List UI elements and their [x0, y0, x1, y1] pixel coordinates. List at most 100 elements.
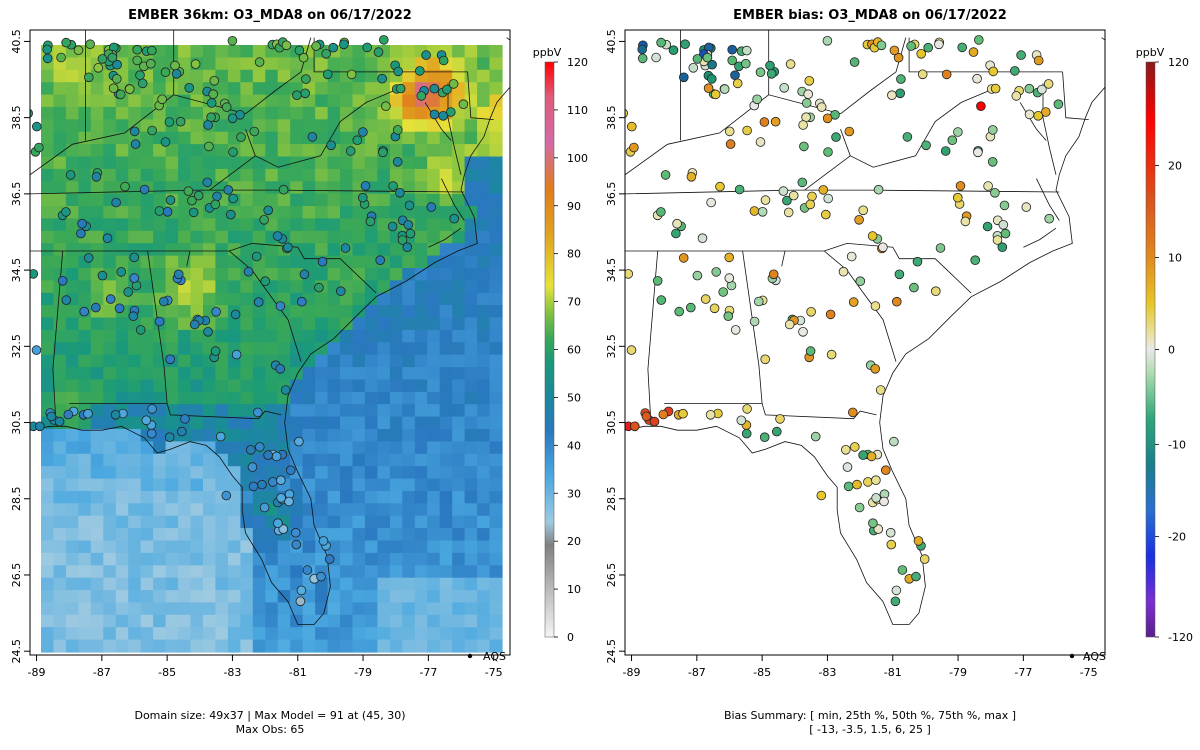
model-grid-cell — [452, 342, 466, 356]
model-grid-cell — [240, 317, 254, 331]
model-grid-cell — [302, 280, 316, 294]
model-grid-cell — [65, 367, 79, 381]
model-grid-cell — [41, 94, 55, 108]
station-obs-dot — [210, 199, 221, 210]
station-bias-dot — [952, 192, 963, 203]
station-bias-dot — [637, 44, 647, 55]
model-grid-cell — [115, 528, 129, 542]
model-grid-cell — [252, 45, 266, 58]
model-grid-cell — [240, 565, 254, 579]
model-grid-cell — [327, 193, 341, 207]
model-grid-cell — [78, 478, 92, 492]
model-grid-cell — [352, 379, 366, 393]
model-grid-cell — [364, 230, 378, 244]
model-grid-cell — [389, 540, 403, 554]
model-grid-cell — [190, 268, 204, 281]
model-grid-cell — [439, 466, 453, 480]
station-bias-dot — [706, 197, 716, 208]
model-grid-cell — [439, 131, 453, 145]
station-bias-dot — [680, 39, 690, 49]
model-grid-cell — [364, 565, 378, 579]
station-obs-dot — [373, 47, 384, 57]
model-grid-cell — [153, 367, 167, 381]
station-obs-dot — [339, 39, 349, 50]
station-obs-dot — [231, 349, 242, 360]
colorbar-unit: ppbV — [1136, 46, 1165, 59]
station-bias-dot — [976, 101, 986, 111]
model-grid-cell — [53, 342, 67, 356]
model-grid-cell — [340, 627, 354, 641]
model-grid-cell — [277, 639, 291, 653]
model-grid-cell — [290, 255, 304, 269]
model-grid-cell — [41, 230, 55, 244]
model-grid-cell — [364, 317, 378, 331]
model-grid-cell — [315, 515, 329, 529]
model-grid-cell — [352, 577, 366, 591]
model-grid-cell — [165, 466, 179, 480]
station-bias-dot — [887, 90, 897, 100]
model-grid-cell — [464, 565, 478, 579]
model-grid-cell — [53, 230, 67, 244]
model-grid-cell — [178, 106, 192, 120]
model-grid-cell — [464, 156, 478, 170]
model-grid-cell — [240, 391, 254, 405]
model-grid-cell — [128, 292, 142, 306]
model-grid-cell — [489, 552, 503, 566]
station-bias-dot — [873, 524, 884, 534]
model-grid-cell — [203, 230, 217, 244]
model-grid-cell — [90, 119, 104, 133]
model-grid-cell — [364, 168, 378, 182]
model-grid-cell — [128, 106, 142, 120]
model-grid-cell — [377, 404, 391, 418]
station-bias-dot — [749, 316, 760, 327]
model-grid-cell — [315, 144, 329, 158]
model-grid-cell — [327, 329, 341, 343]
model-grid-cell — [477, 491, 491, 504]
model-grid-cell — [78, 94, 92, 108]
model-grid-cell — [140, 627, 154, 641]
station-bias-dot — [866, 451, 877, 462]
model-grid-cell — [190, 478, 204, 492]
model-grid-cell — [464, 627, 478, 641]
model-grid-cell — [414, 193, 428, 207]
model-grid-cell — [78, 528, 92, 542]
model-grid-cell — [290, 230, 304, 244]
model-grid-cell — [103, 453, 117, 467]
model-grid-cell — [489, 354, 503, 368]
model-grid-cell — [115, 317, 129, 331]
model-grid-cell — [489, 367, 503, 381]
model-grid-cell — [265, 218, 279, 232]
model-grid-cell — [240, 491, 254, 504]
bias-summary-header: Bias Summary: [ min, 25th %, 50th %, 75t… — [724, 709, 1016, 722]
model-grid-cell — [265, 131, 279, 145]
model-grid-cell — [215, 131, 229, 145]
y-tick-label: 32.5 — [605, 334, 618, 359]
model-grid-cell — [489, 45, 503, 58]
model-grid-cell — [464, 181, 478, 195]
model-grid-cell — [65, 614, 79, 628]
model-grid-cell — [140, 602, 154, 616]
model-grid-cell — [402, 639, 416, 653]
model-grid-cell — [402, 627, 416, 641]
station-bias-dot — [782, 195, 792, 206]
model-grid-cell — [265, 243, 279, 257]
model-grid-cell — [340, 429, 354, 442]
model-grid-cell — [327, 441, 341, 455]
model-grid-cell — [41, 466, 55, 480]
station-obs-dot — [129, 273, 140, 283]
model-grid-cell — [65, 218, 79, 232]
model-grid-cell — [452, 552, 466, 566]
model-grid-cell — [464, 602, 478, 616]
model-grid-cell — [340, 106, 354, 120]
model-grid-cell — [477, 391, 491, 405]
model-grid-cell — [427, 639, 441, 653]
model-grid-cell — [377, 156, 391, 170]
model-grid-cell — [265, 639, 279, 653]
station-obs-dot — [208, 89, 219, 99]
station-bias-dot — [803, 89, 813, 99]
model-grid-cell — [315, 268, 329, 281]
model-grid-cell — [178, 45, 192, 58]
model-grid-cell — [315, 181, 329, 195]
model-grid-cell — [203, 503, 217, 517]
model-grid-cell — [153, 577, 167, 591]
